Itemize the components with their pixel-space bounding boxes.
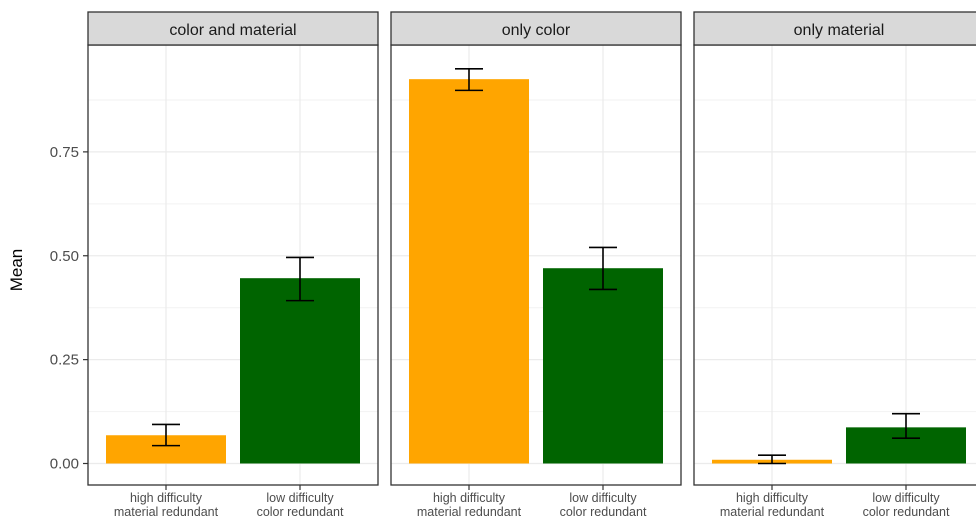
y-tick-label: 0.75 <box>50 144 79 161</box>
x-tick-label-line2: color redundant <box>257 505 344 519</box>
x-tick-label-line1: low difficulty <box>569 491 637 505</box>
y-axis-title: Mean <box>7 249 26 292</box>
y-tick-label: 0.25 <box>50 352 79 369</box>
x-tick-label-line1: high difficulty <box>130 491 203 505</box>
facet-strip <box>693 11 976 46</box>
error-bar <box>455 67 483 92</box>
x-tick-label-line1: high difficulty <box>433 491 506 505</box>
bar <box>409 79 529 464</box>
x-tick-label-line2: color redundant <box>863 505 950 519</box>
error-bar <box>892 412 920 439</box>
facet-panel: color and material high difficultymateria… <box>87 11 379 519</box>
facet-title: only color <box>502 22 571 39</box>
x-tick-label-line2: material redundant <box>720 505 825 519</box>
facet-strip <box>87 11 379 46</box>
facet-strip <box>390 11 682 46</box>
error-bar <box>589 246 617 291</box>
y-tick-label: 0.00 <box>50 456 79 473</box>
y-tick-label: 0.50 <box>50 248 79 265</box>
x-tick-label-line2: material redundant <box>417 505 522 519</box>
bar <box>240 278 360 464</box>
x-tick-label-line1: high difficulty <box>736 491 809 505</box>
x-tick-label-line1: low difficulty <box>266 491 334 505</box>
x-tick-label-line1: low difficulty <box>872 491 940 505</box>
panel-background <box>694 45 976 485</box>
error-bar <box>286 256 314 302</box>
error-bar <box>152 423 180 447</box>
x-tick-label-line2: color redundant <box>560 505 647 519</box>
x-tick-label-line2: material redundant <box>114 505 219 519</box>
bar <box>543 268 663 464</box>
facet-title: only material <box>794 22 885 39</box>
error-bar <box>758 454 786 465</box>
facet-title: color and material <box>169 22 296 39</box>
